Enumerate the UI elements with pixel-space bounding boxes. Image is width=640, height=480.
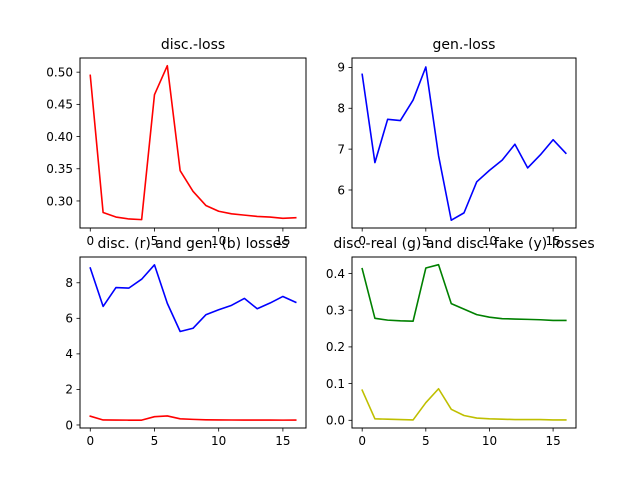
y-tick-label: 0 xyxy=(65,418,73,432)
x-tick-label: 0 xyxy=(358,434,366,448)
subplot-title: disc. (r) and gen. (b) losses xyxy=(97,236,288,252)
y-tick-label: 8 xyxy=(337,102,345,116)
y-tick-label: 0.4 xyxy=(326,267,345,281)
series-line-2 xyxy=(361,387,567,421)
x-tick-label: 10 xyxy=(482,434,497,448)
y-tick-label: 6 xyxy=(337,183,345,197)
series-line-2 xyxy=(89,415,297,421)
axes-frame xyxy=(79,256,307,429)
y-tick-label: 6 xyxy=(65,312,73,326)
subplot-title: disc.-loss xyxy=(161,37,225,53)
y-tick-label: 0.1 xyxy=(326,377,345,391)
x-tick-label: 5 xyxy=(151,234,159,248)
y-tick-label: 0.30 xyxy=(46,194,73,208)
series-line-1 xyxy=(89,264,297,333)
series-line-1 xyxy=(361,66,567,222)
x-tick-label: 5 xyxy=(422,234,430,248)
y-tick-label: 0.45 xyxy=(46,98,73,112)
axes-frame xyxy=(79,57,307,229)
x-tick-label: 15 xyxy=(275,434,290,448)
x-tick-label: 0 xyxy=(86,234,94,248)
series-line-1 xyxy=(361,263,567,323)
axes-frame xyxy=(351,57,577,229)
subplot-title: gen.-loss xyxy=(433,37,496,53)
y-tick-label: 0.35 xyxy=(46,162,73,176)
x-tick-label: 15 xyxy=(545,434,560,448)
x-tick-label: 0 xyxy=(358,234,366,248)
x-tick-label: 10 xyxy=(211,434,226,448)
y-tick-label: 0.0 xyxy=(326,414,345,428)
y-tick-label: 9 xyxy=(337,61,345,75)
x-tick-label: 15 xyxy=(275,234,290,248)
y-tick-label: 0.40 xyxy=(46,130,73,144)
x-tick-label: 15 xyxy=(545,234,560,248)
x-tick-label: 10 xyxy=(482,234,497,248)
subplot-2: 0 5 10 15 6 7 8 9 gen.-loss xyxy=(337,37,577,248)
x-tick-label: 5 xyxy=(422,434,430,448)
x-tick-label: 5 xyxy=(151,434,159,448)
y-tick-label: 0.2 xyxy=(326,340,345,354)
y-tick-label: 8 xyxy=(65,276,73,290)
y-tick-label: 0.3 xyxy=(326,304,345,318)
subplot-4: 0 5 10 15 0.0 0.1 0.2 0.3 0.4 disc.-real (g) and … xyxy=(326,236,595,448)
subplot-title: disc.-real (g) and disc.-fake (y) losses xyxy=(333,236,594,252)
y-tick-label: 4 xyxy=(65,347,73,361)
y-tick-label: 2 xyxy=(65,383,73,397)
x-tick-label: 10 xyxy=(211,234,226,248)
y-tick-label: 0.50 xyxy=(46,65,73,79)
subplot-1: 0 5 10 15 0.30 0.35 0.40 0.45 0.50 disc.-loss xyxy=(46,37,307,248)
subplot-3: 0 5 10 15 0 2 4 6 8 disc. (r) and gen. (b) losses xyxy=(65,236,307,448)
axes-frame xyxy=(351,256,577,429)
series-line-1 xyxy=(89,64,297,221)
x-tick-label: 0 xyxy=(86,434,94,448)
y-tick-label: 7 xyxy=(337,142,345,156)
